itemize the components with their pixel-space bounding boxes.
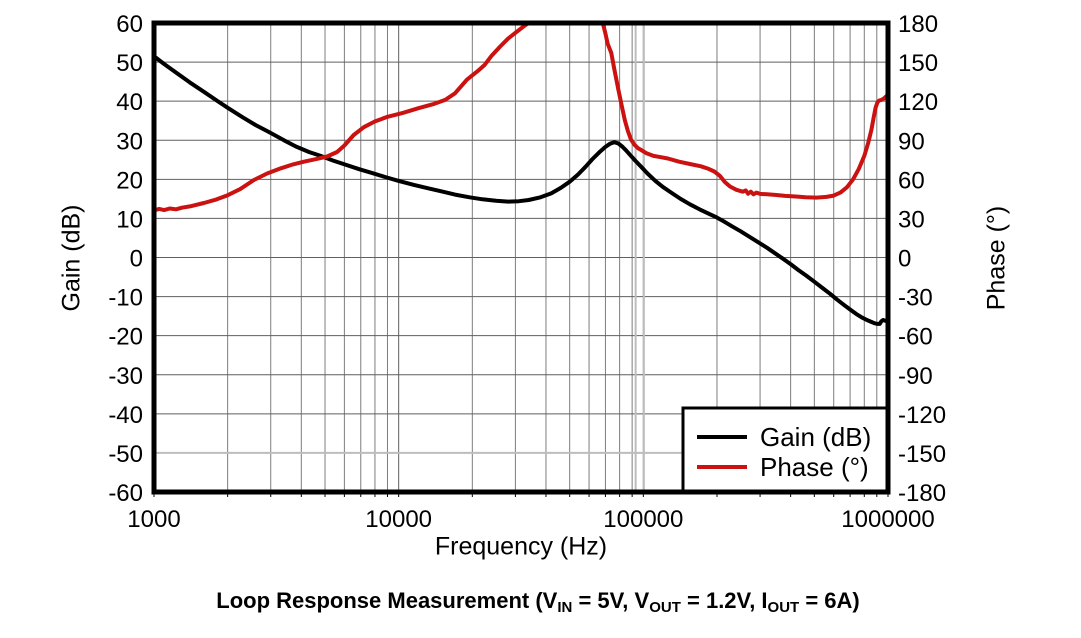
caption-subscript: OUT <box>649 599 681 616</box>
plot-border <box>151 20 891 495</box>
y-left-tick-label: -20 <box>108 324 143 351</box>
gain-curve <box>154 54 888 326</box>
legend-label: Phase (°) <box>760 452 869 482</box>
y-left-tick-label: 60 <box>116 11 143 38</box>
y-right-tick-label: -150 <box>898 441 946 468</box>
y-right-tick-label: 30 <box>898 206 925 233</box>
y-left-tick-label: -60 <box>108 480 143 507</box>
x-tick-label: 10000 <box>365 506 432 533</box>
y-right-tick-label: -180 <box>898 480 946 507</box>
y-left-tick-label: 10 <box>116 206 143 233</box>
y-right-tick-label: -60 <box>898 324 933 351</box>
phase-axis-title: Phase (°) <box>982 205 1011 311</box>
x-tick-label: 100000 <box>603 506 683 533</box>
figure-caption: Loop Response Measurement (VIN = 5V, VOU… <box>216 588 859 616</box>
caption-text: = 6A) <box>799 588 860 613</box>
x-tick-label: 1000000 <box>841 506 934 533</box>
caption-text: Loop Response Measurement (V <box>216 588 558 613</box>
y-right-tick-label: 0 <box>898 246 911 273</box>
y-right-tick-label: 120 <box>898 89 938 116</box>
caption-text: = 5V, V <box>572 588 650 613</box>
y-right-tick-label: 60 <box>898 167 925 194</box>
caption-subscript: IN <box>557 599 573 616</box>
y-left-tick-label: -50 <box>108 441 143 468</box>
y-left-tick-label: 20 <box>116 167 143 194</box>
frequency-axis-title: Frequency (Hz) <box>434 532 608 561</box>
y-left-tick-label: -40 <box>108 402 143 429</box>
y-right-tick-label: 180 <box>898 11 938 38</box>
y-right-tick-label: 150 <box>898 50 938 77</box>
y-right-tick-label: -120 <box>898 402 946 429</box>
y-left-tick-label: 50 <box>116 50 143 77</box>
y-right-tick-label: -90 <box>898 363 933 390</box>
y-left-tick-label: 0 <box>130 246 143 273</box>
y-left-tick-label: -30 <box>108 363 143 390</box>
y-left-tick-label: 40 <box>116 89 143 116</box>
legend-label: Gain (dB) <box>760 422 871 452</box>
caption-text: = 1.2V, I <box>680 588 768 613</box>
gain-axis-title: Gain (dB) <box>57 204 86 312</box>
phase-curve <box>154 23 888 213</box>
y-right-tick-label: 90 <box>898 128 925 155</box>
caption-subscript: OUT <box>767 599 800 616</box>
x-tick-label: 1000 <box>127 506 180 533</box>
y-right-tick-label: -30 <box>898 285 933 312</box>
y-left-tick-label: 30 <box>116 128 143 155</box>
y-left-tick-label: -10 <box>108 285 143 312</box>
